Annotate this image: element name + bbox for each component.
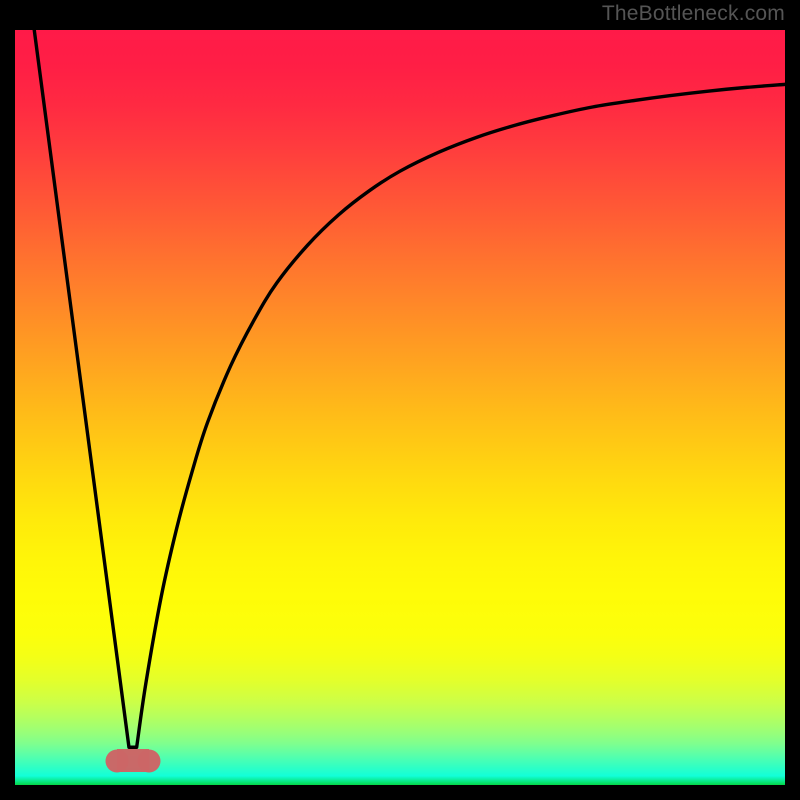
- bottleneck-curve: [15, 30, 785, 785]
- minimum-marker-left-dot: [105, 749, 128, 772]
- frame: TheBottleneck.com: [0, 0, 800, 800]
- plot-area: [15, 30, 785, 785]
- watermark: TheBottleneck.com: [602, 2, 785, 26]
- minimum-marker-right-dot: [137, 749, 160, 772]
- watermark-text: TheBottleneck.com: [602, 2, 785, 25]
